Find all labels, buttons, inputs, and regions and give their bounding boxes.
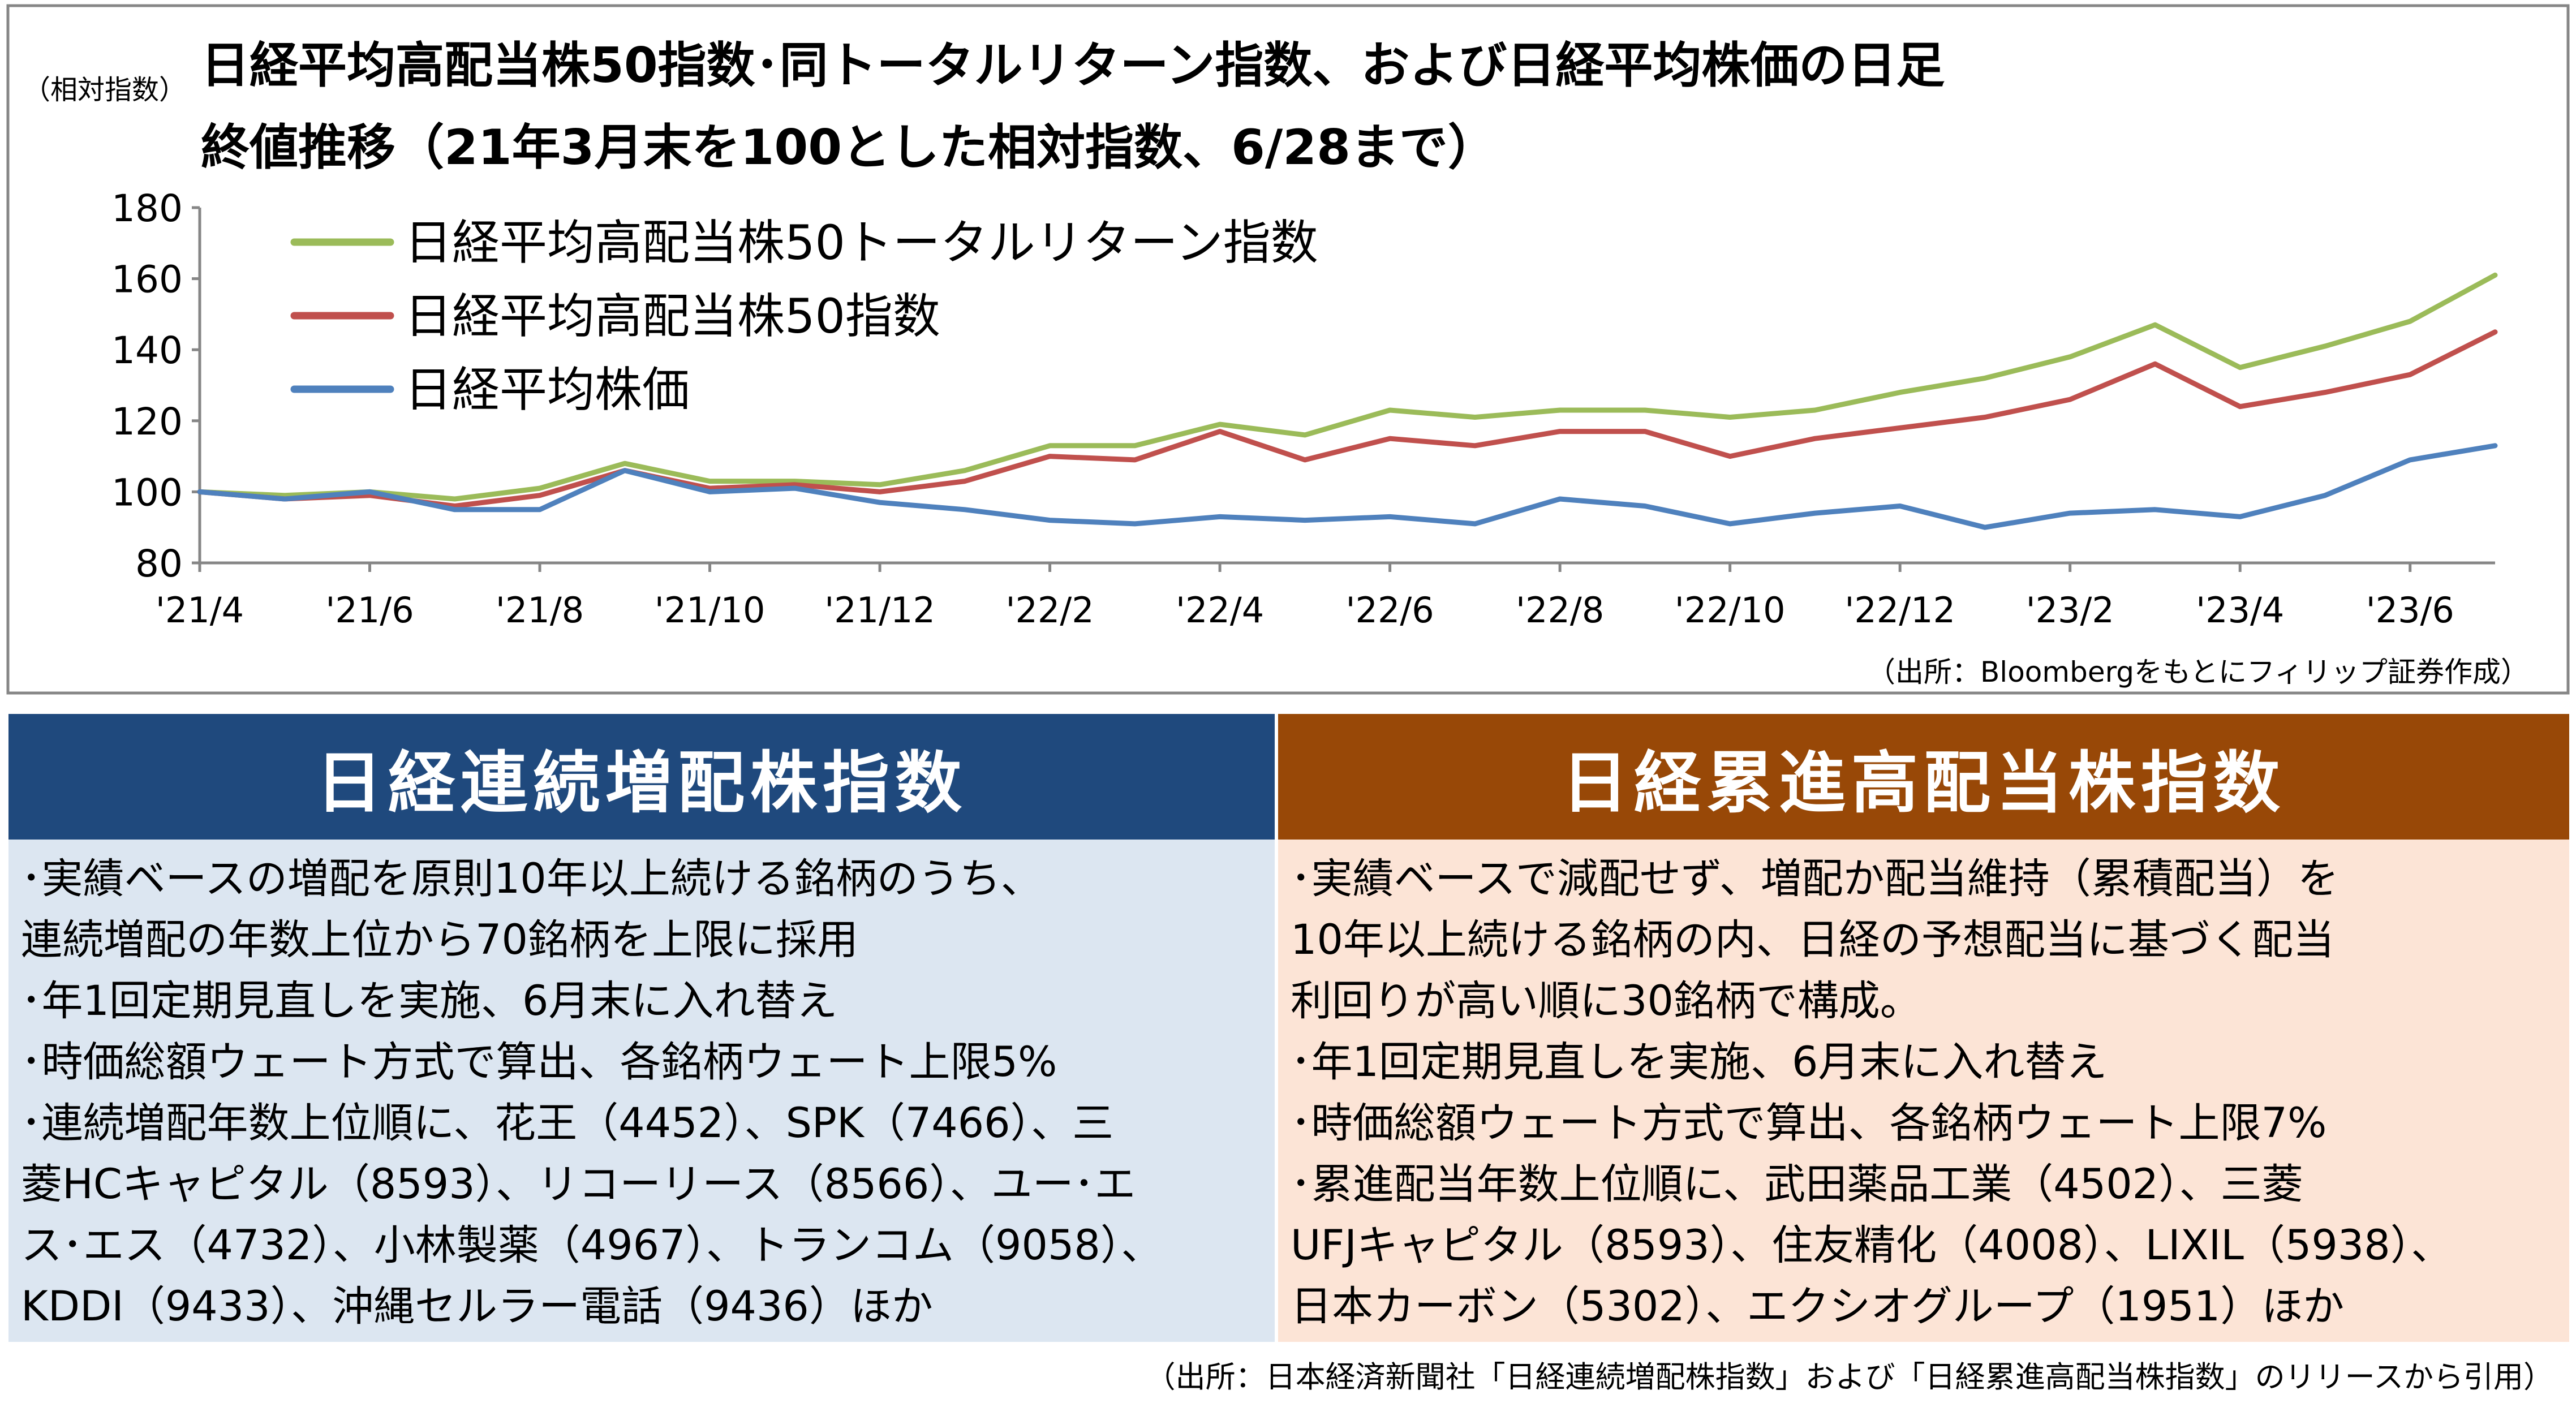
legend-label: 日経平均高配当株50指数 xyxy=(405,289,940,344)
x-tick-label: '22/6 xyxy=(1345,589,1434,631)
chart-title: 日経平均高配当株50指数･同トータルリターン指数、および日経平均株価の日足 xyxy=(201,37,1945,94)
left-box-line: 連続増配の年数上位から70銘柄を上限に採用 xyxy=(21,916,858,964)
right-box-line: ･累進配当年数上位順に、武田薬品工業（4502）、三菱 xyxy=(1291,1160,2303,1208)
legend-label: 日経平均株価 xyxy=(405,362,690,418)
y-tick-label: 180 xyxy=(111,187,183,230)
x-tick-label: '21/12 xyxy=(824,589,935,631)
right-box-line: UFJキャピタル（8593）、住友精化（4008）、LIXIL（5938）、 xyxy=(1291,1221,2453,1269)
left-box-line: ･連続増配年数上位順に、花王（4452）、SPK（7466）、三 xyxy=(21,1099,1114,1147)
chart-panel: （相対指数） 日経平均高配当株50指数･同トータルリターン指数、および日経平均株… xyxy=(0,0,2576,699)
nikkei-dividend-growth-box: 日経連続増配株指数 ･実績ベースの増配を原則10年以上続ける銘柄のうち、 連続増… xyxy=(8,714,1275,1342)
left-box-line: KDDI（9433）、沖縄セルラー電話（9436）ほか xyxy=(21,1282,933,1331)
nikkei-progressive-dividend-box: 日経累進高配当株指数 ･実績ベースで減配せず、増配か配当維持（累積配当）を 10… xyxy=(1278,714,2569,1342)
x-tick-label: '21/10 xyxy=(655,589,766,631)
x-axis-ticks: '21/4 '21/6 '21/8 '21/10 '21/12 '22/2 '22/4 '22… xyxy=(156,563,2454,631)
right-box-line: ･時価総額ウェート方式で算出、各銘柄ウェート上限7% xyxy=(1291,1099,2327,1147)
x-tick-label: '22/2 xyxy=(1005,589,1094,631)
x-tick-label: '23/6 xyxy=(2366,589,2454,631)
legend-label: 日経平均高配当株50トータルリターン指数 xyxy=(405,215,1318,270)
right-box-line: ･実績ベースで減配せず、増配か配当維持（累積配当）を xyxy=(1291,855,2339,903)
chart-subtitle: 終値推移（21年3月末を100とした相対指数、6/28まで） xyxy=(201,119,1496,176)
x-tick-label: '22/8 xyxy=(1516,589,1604,631)
x-tick-label: '21/8 xyxy=(496,589,584,631)
series-line-1 xyxy=(197,272,2498,502)
right-box-line: 利回りが高い順に30銘柄で構成。 xyxy=(1291,977,1921,1025)
line-chart: （相対指数） 日経平均高配当株50指数･同トータルリターン指数、および日経平均株… xyxy=(6,4,2570,695)
y-tick-label: 100 xyxy=(111,471,183,514)
chart-source: （出所：Bloombergをもとにフィリップ証券作成） xyxy=(1867,656,2529,688)
chart-frame xyxy=(6,4,2570,695)
right-box-body: ･実績ベースで減配せず、増配か配当維持（累積配当）を 10年以上続ける銘柄の内、… xyxy=(1278,840,2569,1337)
series-line-2 xyxy=(197,329,2498,509)
y-axis-ticks: 80 100 120 140 160 180 xyxy=(111,187,200,586)
y-tick-label: 140 xyxy=(111,329,183,372)
x-tick-label: '21/6 xyxy=(325,589,414,631)
left-box-line: ･年1回定期見直しを実施、6月末に入れ替え xyxy=(21,977,838,1025)
y-axis-label: （相対指数） xyxy=(23,74,186,106)
y-tick-label: 160 xyxy=(111,258,183,302)
left-box-body: ･実績ベースの増配を原則10年以上続ける銘柄のうち、 連続増配の年数上位から70… xyxy=(8,840,1275,1337)
x-tick-label: '21/4 xyxy=(156,589,244,631)
left-box-line: ス･エス（4732）、小林製薬（4967）、トランコム（9058）、 xyxy=(21,1221,1163,1269)
y-tick-label: 120 xyxy=(111,400,183,444)
x-tick-label: '22/12 xyxy=(1844,589,1955,631)
left-box-line: ･時価総額ウェート方式で算出、各銘柄ウェート上限5% xyxy=(21,1038,1057,1086)
right-box-line: 日本カーボン（5302）、エクシオグループ（1951）ほか xyxy=(1291,1282,2345,1331)
x-tick-label: '23/2 xyxy=(2026,589,2114,631)
x-tick-label: '22/4 xyxy=(1176,589,1264,631)
x-tick-label: '23/4 xyxy=(2196,589,2284,631)
left-box-line: 菱HCキャピタル（8593）、リコーリース（8566）、ユー･エ xyxy=(21,1160,1136,1208)
right-box-line: ･年1回定期見直しを実施、6月末に入れ替え xyxy=(1291,1038,2108,1086)
x-tick-label: '22/10 xyxy=(1675,589,1786,631)
series-line-3 xyxy=(197,443,2498,530)
series-layer xyxy=(197,272,2498,530)
footer-source: （出所：日本経済新聞社「日経連続増配株指数」および「日経累進高配当株指数」のリリ… xyxy=(1145,1360,2553,1395)
left-box-title: 日経連続増配株指数 xyxy=(8,714,1275,840)
y-tick-label: 80 xyxy=(135,542,183,586)
right-box-title: 日経累進高配当株指数 xyxy=(1278,714,2569,840)
left-box-line: ･実績ベースの増配を原則10年以上続ける銘柄のうち、 xyxy=(21,855,1042,903)
right-box-line: 10年以上続ける銘柄の内、日経の予想配当に基づく配当 xyxy=(1291,916,2334,964)
